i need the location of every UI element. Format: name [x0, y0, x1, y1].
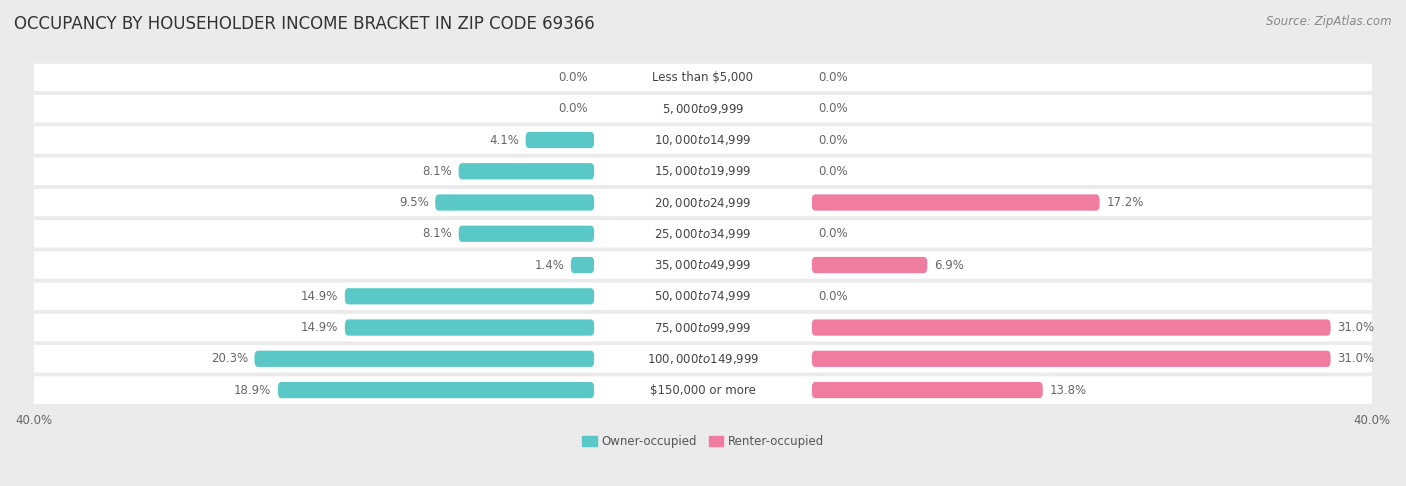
Text: 0.0%: 0.0%	[558, 71, 588, 84]
FancyBboxPatch shape	[25, 220, 1381, 247]
Text: $75,000 to $99,999: $75,000 to $99,999	[654, 321, 752, 334]
FancyBboxPatch shape	[25, 314, 1381, 341]
FancyBboxPatch shape	[595, 350, 811, 367]
Text: 0.0%: 0.0%	[818, 71, 848, 84]
FancyBboxPatch shape	[595, 226, 811, 242]
FancyBboxPatch shape	[526, 132, 595, 148]
Text: Less than $5,000: Less than $5,000	[652, 71, 754, 84]
Text: 0.0%: 0.0%	[818, 290, 848, 303]
Text: $15,000 to $19,999: $15,000 to $19,999	[654, 164, 752, 178]
FancyBboxPatch shape	[571, 257, 595, 273]
Text: OCCUPANCY BY HOUSEHOLDER INCOME BRACKET IN ZIP CODE 69366: OCCUPANCY BY HOUSEHOLDER INCOME BRACKET …	[14, 15, 595, 33]
FancyBboxPatch shape	[811, 257, 928, 273]
Text: 17.2%: 17.2%	[1107, 196, 1143, 209]
FancyBboxPatch shape	[595, 69, 811, 86]
Text: 1.4%: 1.4%	[534, 259, 564, 272]
FancyBboxPatch shape	[595, 132, 811, 148]
FancyBboxPatch shape	[25, 157, 1381, 185]
FancyBboxPatch shape	[278, 382, 595, 398]
Text: 8.1%: 8.1%	[422, 227, 451, 240]
FancyBboxPatch shape	[25, 282, 1381, 310]
Text: 6.9%: 6.9%	[934, 259, 965, 272]
Text: 14.9%: 14.9%	[301, 321, 339, 334]
FancyBboxPatch shape	[595, 194, 811, 211]
Text: $10,000 to $14,999: $10,000 to $14,999	[654, 133, 752, 147]
FancyBboxPatch shape	[25, 126, 1381, 154]
Text: 31.0%: 31.0%	[1337, 352, 1375, 365]
FancyBboxPatch shape	[458, 226, 595, 242]
Text: 0.0%: 0.0%	[558, 102, 588, 115]
FancyBboxPatch shape	[344, 288, 595, 304]
FancyBboxPatch shape	[254, 351, 595, 367]
Text: 0.0%: 0.0%	[818, 165, 848, 178]
Text: 0.0%: 0.0%	[818, 134, 848, 146]
Text: $50,000 to $74,999: $50,000 to $74,999	[654, 289, 752, 303]
FancyBboxPatch shape	[595, 163, 811, 180]
Text: 20.3%: 20.3%	[211, 352, 247, 365]
Text: 18.9%: 18.9%	[233, 383, 271, 397]
Text: Source: ZipAtlas.com: Source: ZipAtlas.com	[1267, 15, 1392, 28]
FancyBboxPatch shape	[344, 319, 595, 336]
Text: 9.5%: 9.5%	[399, 196, 429, 209]
FancyBboxPatch shape	[25, 251, 1381, 279]
Text: 13.8%: 13.8%	[1049, 383, 1087, 397]
FancyBboxPatch shape	[595, 288, 811, 305]
Text: $5,000 to $9,999: $5,000 to $9,999	[662, 102, 744, 116]
Text: 14.9%: 14.9%	[301, 290, 339, 303]
Text: $100,000 to $149,999: $100,000 to $149,999	[647, 352, 759, 366]
Text: $35,000 to $49,999: $35,000 to $49,999	[654, 258, 752, 272]
Text: 0.0%: 0.0%	[818, 227, 848, 240]
FancyBboxPatch shape	[595, 100, 811, 117]
FancyBboxPatch shape	[25, 345, 1381, 373]
FancyBboxPatch shape	[811, 382, 1043, 398]
FancyBboxPatch shape	[595, 319, 811, 336]
FancyBboxPatch shape	[595, 257, 811, 274]
FancyBboxPatch shape	[436, 194, 595, 210]
Text: $150,000 or more: $150,000 or more	[650, 383, 756, 397]
FancyBboxPatch shape	[595, 382, 811, 399]
FancyBboxPatch shape	[811, 194, 1099, 210]
FancyBboxPatch shape	[25, 64, 1381, 91]
Text: 31.0%: 31.0%	[1337, 321, 1375, 334]
FancyBboxPatch shape	[811, 319, 1330, 336]
Text: 0.0%: 0.0%	[818, 102, 848, 115]
FancyBboxPatch shape	[25, 189, 1381, 216]
Text: $20,000 to $24,999: $20,000 to $24,999	[654, 195, 752, 209]
FancyBboxPatch shape	[811, 351, 1330, 367]
Text: $25,000 to $34,999: $25,000 to $34,999	[654, 227, 752, 241]
Text: 8.1%: 8.1%	[422, 165, 451, 178]
FancyBboxPatch shape	[458, 163, 595, 179]
Text: 4.1%: 4.1%	[489, 134, 519, 146]
Legend: Owner-occupied, Renter-occupied: Owner-occupied, Renter-occupied	[582, 435, 824, 449]
FancyBboxPatch shape	[25, 95, 1381, 122]
FancyBboxPatch shape	[25, 376, 1381, 404]
